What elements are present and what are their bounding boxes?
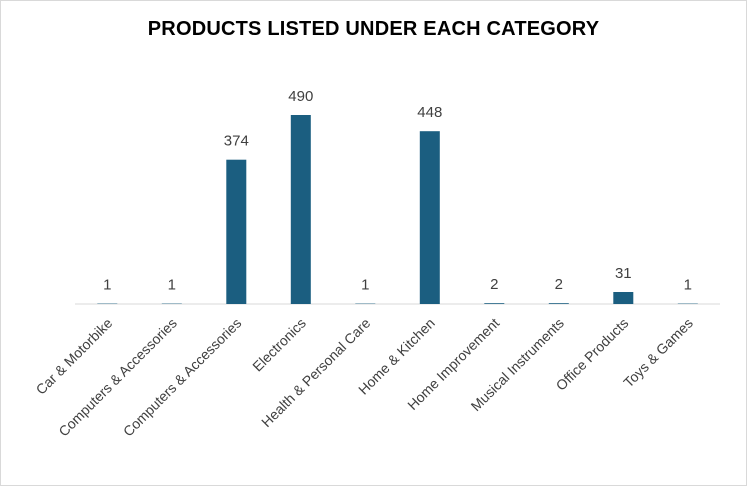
bar-8 bbox=[613, 292, 634, 304]
x-tick-label-2: Computers & Accessories bbox=[120, 315, 245, 440]
x-tick-label-9: Toys & Games bbox=[620, 315, 696, 391]
data-label-1: 1 bbox=[168, 277, 176, 294]
x-tick-label-4: Health & Personal Care bbox=[258, 315, 373, 430]
bar-3 bbox=[290, 115, 311, 304]
bar-5 bbox=[419, 131, 440, 304]
data-label-5: 448 bbox=[417, 104, 442, 121]
bar-7 bbox=[548, 303, 569, 304]
bar-2 bbox=[226, 159, 247, 304]
data-label-9: 1 bbox=[684, 277, 692, 294]
data-label-6: 2 bbox=[490, 276, 498, 293]
data-label-2: 374 bbox=[224, 133, 249, 150]
data-label-8: 31 bbox=[615, 265, 632, 282]
x-tick-label-1: Computers & Accessories bbox=[55, 315, 180, 440]
bar-6 bbox=[484, 303, 505, 304]
x-tick-label-3: Electronics bbox=[249, 315, 309, 375]
chart-title: PRODUCTS LISTED UNDER EACH CATEGORY bbox=[147, 18, 600, 40]
data-label-4: 1 bbox=[361, 277, 369, 294]
data-label-7: 2 bbox=[555, 276, 563, 293]
data-label-0: 1 bbox=[103, 277, 111, 294]
data-label-3: 490 bbox=[288, 88, 313, 105]
